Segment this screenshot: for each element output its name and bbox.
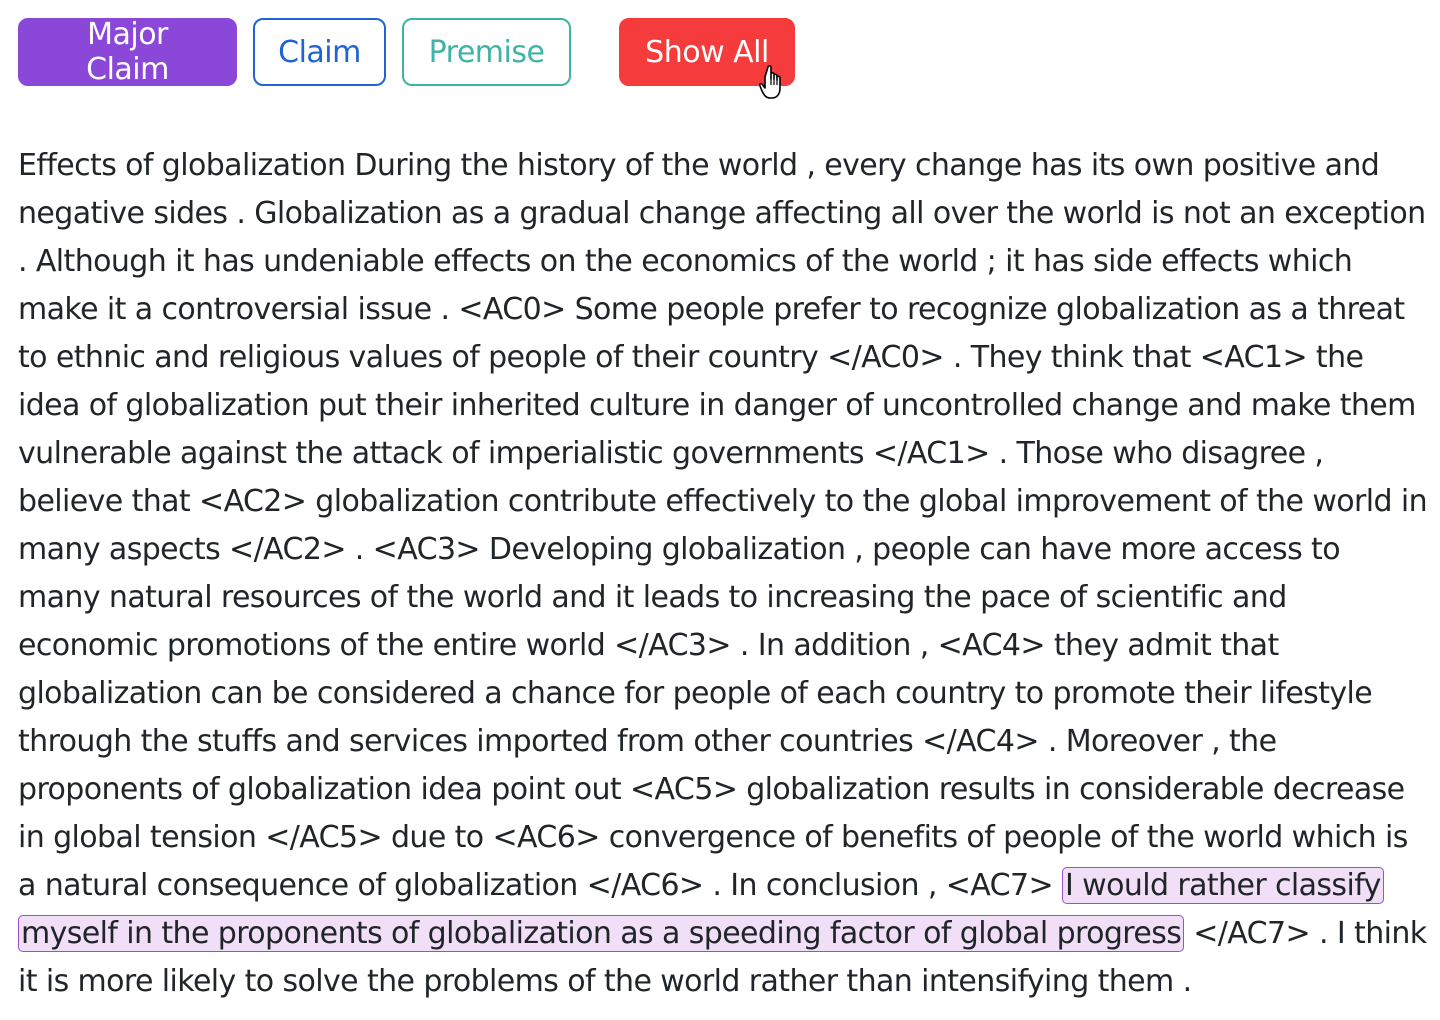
major-claim-button[interactable]: Major Claim [18, 17, 237, 87]
claim-button[interactable]: Claim [253, 18, 386, 86]
hand-pointer-icon [759, 65, 781, 99]
premise-button[interactable]: Premise [402, 18, 571, 86]
essay-text: Effects of globalization During the hist… [18, 142, 1428, 1006]
essay-text-after: </AC7> . I think it is more likely to so… [18, 916, 1427, 999]
show-all-button[interactable]: Show All [619, 18, 795, 99]
essay-text-before: Effects of globalization During the hist… [18, 148, 1428, 903]
show-all-label: Show All [645, 34, 769, 70]
component-toolbar: Major Claim Claim Premise Show All [18, 17, 795, 99]
